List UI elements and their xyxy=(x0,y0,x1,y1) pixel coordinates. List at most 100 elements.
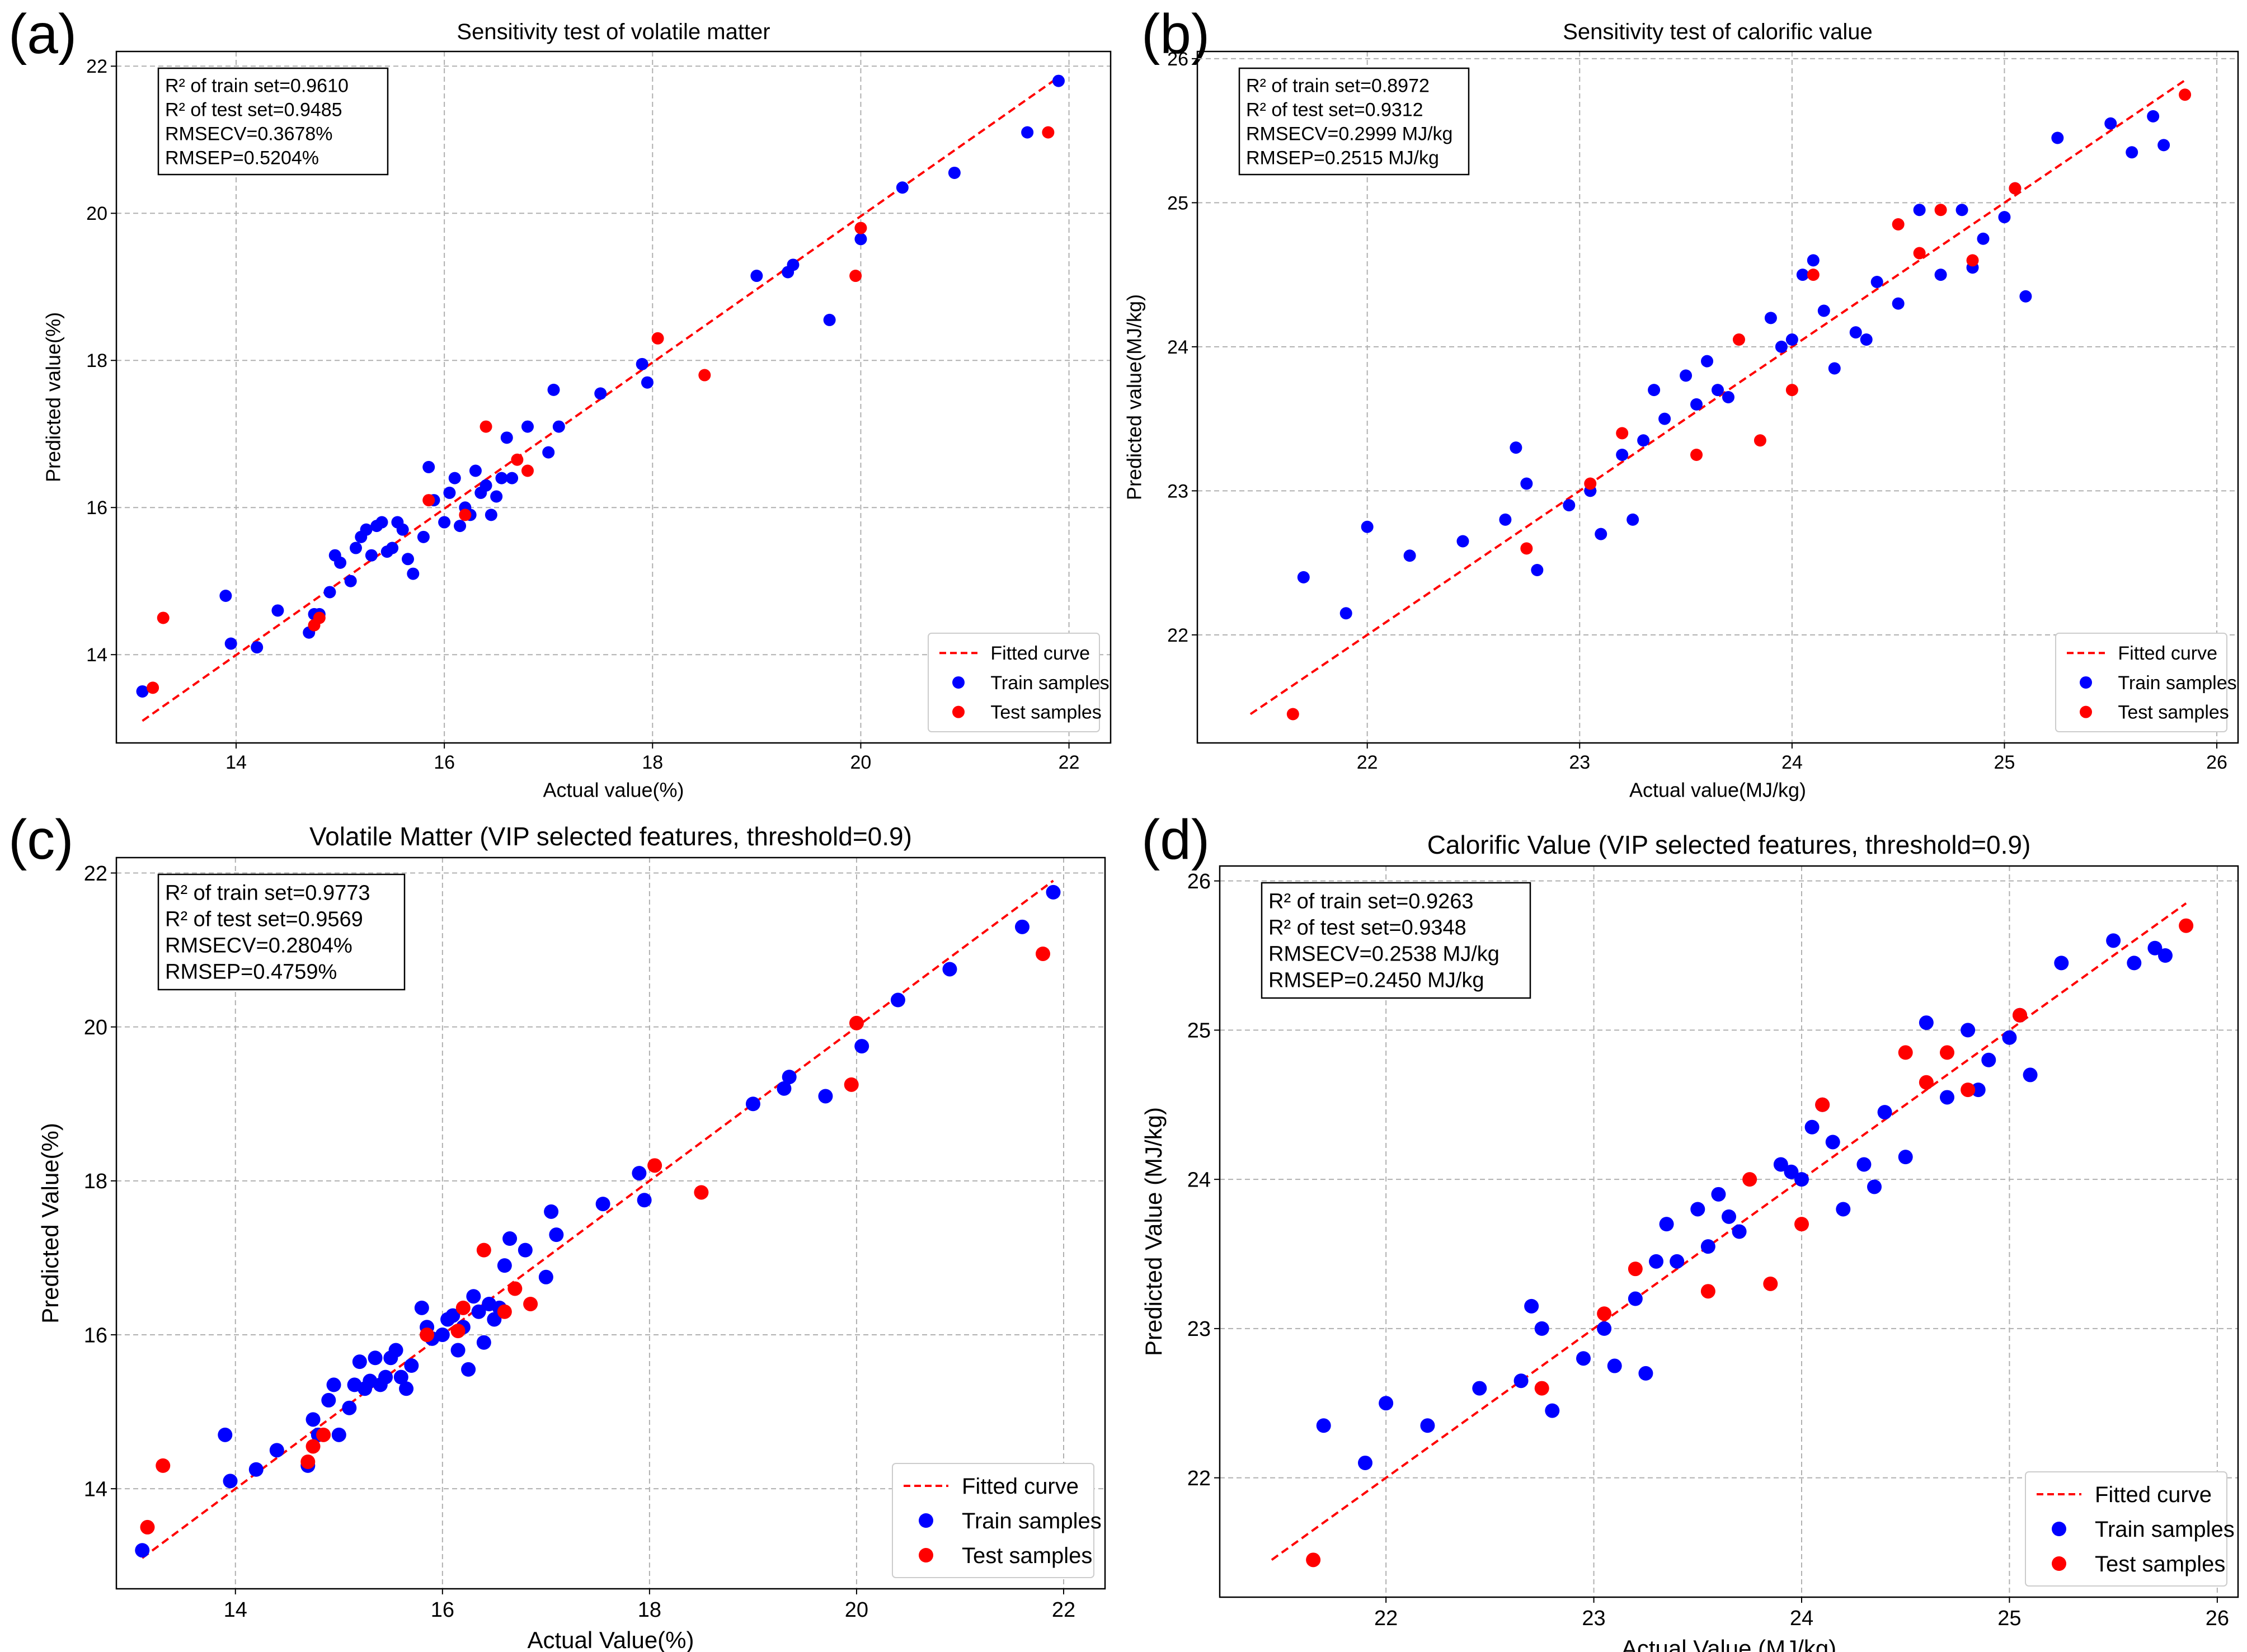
test-sample-point xyxy=(1035,946,1050,961)
train-sample-point xyxy=(497,1258,512,1273)
x-tick-label: 23 xyxy=(1582,1607,1605,1630)
train-sample-point xyxy=(1659,1217,1674,1232)
test-sample-point xyxy=(523,1296,538,1311)
y-tick-label: 22 xyxy=(1167,625,1188,646)
train-sample-point xyxy=(1955,204,1968,216)
train-sample-point xyxy=(1361,520,1374,533)
x-tick-label: 24 xyxy=(1781,752,1803,773)
legend-label: Fitted curve xyxy=(990,643,1090,664)
x-tick-label: 18 xyxy=(638,1598,661,1622)
train-sample-point xyxy=(500,431,513,444)
train-sample-point xyxy=(1785,333,1798,346)
stats-line: RMSEP=0.4759% xyxy=(165,961,337,984)
x-tick-label: 25 xyxy=(1997,1607,2021,1630)
train-sample-point xyxy=(1576,1351,1591,1366)
test-sample-point xyxy=(1794,1217,1809,1232)
x-tick-label: 23 xyxy=(1569,752,1590,773)
y-tick-label: 20 xyxy=(84,1016,107,1039)
train-sample-point xyxy=(2054,956,2069,971)
stats-line: RMSEP=0.5204% xyxy=(165,147,319,168)
train-sample-point xyxy=(549,1227,564,1242)
chart-title: Calorific Value (VIP selected features, … xyxy=(1427,830,2031,859)
train-sample-point xyxy=(396,523,409,536)
stats-line: R² of test set=0.9312 xyxy=(1246,99,1423,120)
train-sample-point xyxy=(1870,276,1883,288)
train-sample-point xyxy=(1817,304,1830,317)
x-axis-label: Actual value(%) xyxy=(543,778,684,801)
train-sample-point xyxy=(388,1343,403,1358)
stats-line: R² of train set=0.9773 xyxy=(165,882,370,905)
y-tick-label: 24 xyxy=(1167,337,1188,358)
train-sample-point xyxy=(1046,884,1061,900)
stats-line: R² of train set=0.9610 xyxy=(165,75,349,96)
x-tick-label: 20 xyxy=(850,752,872,773)
train-sample-point xyxy=(1339,607,1352,620)
test-sample-point xyxy=(1628,1262,1643,1277)
legend-marker xyxy=(952,705,965,718)
train-sample-point xyxy=(1849,326,1862,339)
train-sample-point xyxy=(2147,110,2160,123)
axes-frame xyxy=(115,856,1106,1590)
stats-box: R² of train set=0.8972 R² of test set=0.9… xyxy=(1238,67,1470,176)
chart-panel-b: (b) Sensitivity test of calorific value 22… xyxy=(1122,3,2239,801)
train-sample-point xyxy=(518,1242,533,1258)
y-tick-label: 26 xyxy=(1187,870,1211,893)
train-sample-point xyxy=(854,233,867,246)
train-sample-point xyxy=(490,490,503,503)
train-sample-point xyxy=(818,1089,833,1104)
train-sample-point xyxy=(636,357,648,370)
legend-label: Train samples xyxy=(990,672,1109,694)
grid xyxy=(1197,51,2238,743)
legend-marker xyxy=(2080,705,2092,718)
legend-marker xyxy=(919,1513,933,1528)
stats-line: R² of test set=0.9348 xyxy=(1268,916,1466,940)
test-sample-point xyxy=(1966,254,1979,267)
train-sample-point xyxy=(1456,535,1469,548)
test-sample-point xyxy=(521,464,534,477)
train-sample-point xyxy=(1420,1418,1435,1433)
train-sample-point xyxy=(2019,290,2032,303)
train-sample-point xyxy=(1627,513,1639,526)
y-axis-label: Predicted Value (MJ/kg) xyxy=(1140,1107,1167,1356)
train-sample-point xyxy=(1804,1119,1820,1135)
axes-frame xyxy=(1196,50,2239,744)
test-sample-point xyxy=(420,1327,435,1342)
train-sample-point xyxy=(1680,369,1693,382)
train-sample-point xyxy=(890,992,905,1008)
train-sample-point xyxy=(466,1289,481,1304)
test-sample-point xyxy=(1763,1276,1778,1291)
train-sample-point xyxy=(542,446,555,459)
train-sample-point xyxy=(375,516,388,529)
x-tick-label: 22 xyxy=(1374,1607,1398,1630)
train-sample-point xyxy=(1825,1135,1840,1150)
train-sample-point xyxy=(595,1197,610,1212)
train-sample-point xyxy=(1597,1321,1612,1336)
test-sample-point xyxy=(1306,1552,1321,1568)
train-sample-point xyxy=(502,1231,518,1246)
train-sample-point xyxy=(547,383,560,396)
train-sample-point xyxy=(782,1070,797,1085)
test-sample-point xyxy=(1742,1172,1757,1187)
test-sample-point xyxy=(480,420,492,433)
y-tick-label: 23 xyxy=(1167,481,1188,502)
legend: Fitted curve Train samples Test samples xyxy=(2055,632,2237,733)
train-sample-point xyxy=(2002,1030,2017,1045)
y-tick-label: 24 xyxy=(1187,1168,1211,1192)
train-sample-point xyxy=(219,590,232,603)
train-sample-point xyxy=(454,520,467,533)
x-tick-label: 16 xyxy=(431,1598,454,1622)
test-sample-point xyxy=(2009,182,2022,195)
train-sample-point xyxy=(544,1204,559,1219)
chart-title: Sensitivity test of calorific value xyxy=(1563,20,1873,44)
train-sample-point xyxy=(1940,1090,1954,1105)
test-sample-point xyxy=(651,332,664,345)
y-tick-label: 16 xyxy=(86,497,107,519)
train-sample-point xyxy=(443,486,456,499)
train-sample-point xyxy=(135,1543,150,1558)
train-sample-point xyxy=(637,1193,652,1208)
train-sample-point xyxy=(422,460,435,473)
test-sample-point xyxy=(1919,1075,1934,1090)
x-tick-label: 26 xyxy=(2206,752,2227,773)
